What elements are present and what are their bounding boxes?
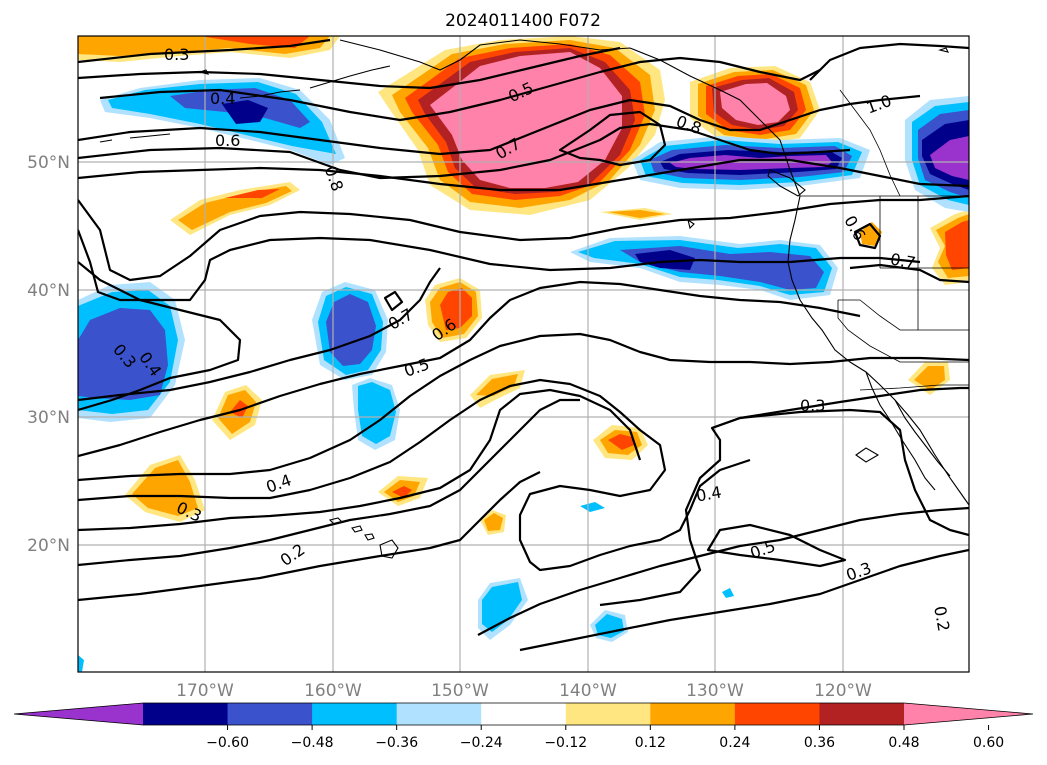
colorbar-tick-label: −0.48 <box>291 735 334 751</box>
lat-label-50n: 50°N <box>27 153 70 173</box>
contour-lines <box>78 38 969 652</box>
lon-label-150w: 150°W <box>431 681 489 701</box>
colorbar-segment <box>481 703 567 725</box>
colorbar-segment <box>312 703 398 725</box>
colorbar-tick-label: 0.24 <box>719 735 750 751</box>
contour-label: 0.2 <box>930 605 953 633</box>
positive-anomaly-fills <box>78 36 969 535</box>
lat-label-30n: 30°N <box>27 408 70 428</box>
contour-label: 0.3 <box>800 396 825 415</box>
colorbar-segment <box>396 703 482 725</box>
colorbar-tick-label: −0.12 <box>544 735 587 751</box>
lon-label-130w: 130°W <box>686 681 744 701</box>
lat-label-20n: 20°N <box>27 536 70 556</box>
map-area: 0.3 0.4 0.6 0.8 0.5 0.7 0.8 1.0 0.6 0.7 … <box>78 36 969 672</box>
contour-label: 0.4 <box>695 482 723 505</box>
colorbar-tick-label: 0.36 <box>804 735 835 751</box>
colorbar: −0.60 −0.48 −0.36 −0.24 −0.12 0.12 0.24 0.36 0.4… <box>13 702 1034 751</box>
colorbar-segment <box>143 703 229 725</box>
gridlines <box>78 36 969 672</box>
colorbar-segment <box>734 703 820 725</box>
map-frame <box>77 35 970 673</box>
colorbar-tick-label: 0.12 <box>635 735 666 751</box>
contour-label: 0.3 <box>164 45 189 64</box>
colorbar-segment <box>650 703 736 725</box>
lon-label-120w: 120°W <box>814 681 872 701</box>
longitude-labels: 170°W 160°W 150°W 140°W 130°W 120°W <box>176 681 872 701</box>
map-title: 2024011400 F072 <box>445 11 601 31</box>
lat-label-40n: 40°N <box>27 281 70 301</box>
colorbar-tick-label: −0.60 <box>206 735 249 751</box>
contour-label: 0.7 <box>889 249 917 272</box>
contour-label: 0.6 <box>215 131 240 150</box>
colorbar-segments <box>143 703 905 725</box>
lon-label-170w: 170°W <box>176 681 234 701</box>
latitude-labels: 50°N 40°N 30°N 20°N <box>27 153 70 556</box>
colorbar-tick-label: −0.24 <box>460 735 503 751</box>
colorbar-tick-label: 0.48 <box>888 735 919 751</box>
colorbar-segment <box>819 703 905 725</box>
lon-label-140w: 140°W <box>559 681 617 701</box>
colorbar-tick-label: 0.60 <box>973 735 1004 751</box>
colorbar-extend-min <box>14 703 143 725</box>
colorbar-segment <box>565 703 651 725</box>
colorbar-tick-label: −0.36 <box>375 735 418 751</box>
contour-label: 0.4 <box>210 89 235 108</box>
colorbar-ticks: −0.60 −0.48 −0.36 −0.24 −0.12 0.12 0.24 0.36 0.4… <box>206 725 1004 751</box>
colorbar-extend-max <box>904 703 1033 725</box>
lon-label-160w: 160°W <box>304 681 362 701</box>
colorbar-segment <box>227 703 313 725</box>
